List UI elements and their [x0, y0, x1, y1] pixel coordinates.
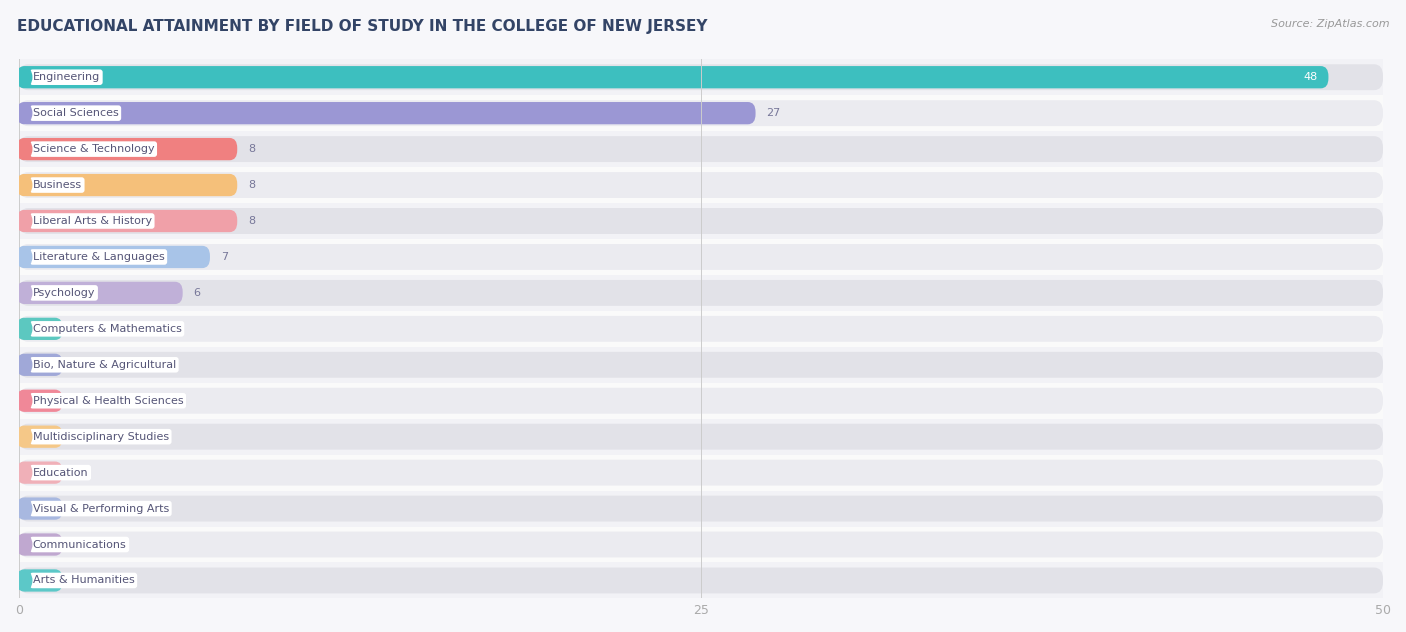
FancyBboxPatch shape — [20, 569, 63, 592]
Text: 0: 0 — [73, 468, 80, 478]
Bar — [20, 59, 1384, 95]
Bar — [20, 275, 1384, 311]
Text: Multidisciplinary Studies: Multidisciplinary Studies — [32, 432, 169, 442]
Text: 0: 0 — [73, 324, 80, 334]
Circle shape — [15, 67, 32, 88]
Text: 0: 0 — [73, 432, 80, 442]
Bar — [20, 95, 1384, 131]
Bar — [20, 454, 1384, 490]
FancyBboxPatch shape — [20, 495, 1384, 521]
FancyBboxPatch shape — [20, 136, 1384, 162]
FancyBboxPatch shape — [20, 138, 238, 161]
FancyBboxPatch shape — [20, 244, 1384, 270]
Text: 0: 0 — [73, 504, 80, 514]
Bar — [20, 347, 1384, 383]
Text: Communications: Communications — [32, 540, 127, 549]
FancyBboxPatch shape — [20, 64, 1384, 90]
FancyBboxPatch shape — [20, 459, 1384, 485]
Circle shape — [15, 174, 32, 195]
Text: Source: ZipAtlas.com: Source: ZipAtlas.com — [1271, 19, 1389, 29]
FancyBboxPatch shape — [20, 388, 1384, 414]
Circle shape — [15, 283, 32, 303]
Text: Psychology: Psychology — [32, 288, 96, 298]
Text: 8: 8 — [247, 180, 256, 190]
Bar — [20, 311, 1384, 347]
Circle shape — [15, 355, 32, 375]
Text: 27: 27 — [766, 108, 780, 118]
Text: Business: Business — [32, 180, 82, 190]
FancyBboxPatch shape — [20, 568, 1384, 593]
Bar — [20, 562, 1384, 599]
Bar — [20, 526, 1384, 562]
FancyBboxPatch shape — [20, 172, 1384, 198]
FancyBboxPatch shape — [20, 208, 1384, 234]
Circle shape — [15, 319, 32, 339]
FancyBboxPatch shape — [20, 354, 63, 376]
Bar — [20, 419, 1384, 454]
Bar — [20, 239, 1384, 275]
Text: 0: 0 — [73, 540, 80, 549]
Text: 7: 7 — [221, 252, 228, 262]
Text: 0: 0 — [73, 360, 80, 370]
Text: Social Sciences: Social Sciences — [32, 108, 118, 118]
FancyBboxPatch shape — [20, 352, 1384, 378]
FancyBboxPatch shape — [20, 100, 1384, 126]
Text: EDUCATIONAL ATTAINMENT BY FIELD OF STUDY IN THE COLLEGE OF NEW JERSEY: EDUCATIONAL ATTAINMENT BY FIELD OF STUDY… — [17, 19, 707, 34]
Text: 48: 48 — [1303, 72, 1317, 82]
Text: Liberal Arts & History: Liberal Arts & History — [32, 216, 152, 226]
FancyBboxPatch shape — [20, 533, 63, 556]
Bar — [20, 203, 1384, 239]
Circle shape — [15, 391, 32, 411]
Circle shape — [15, 427, 32, 447]
Text: 8: 8 — [247, 216, 256, 226]
Circle shape — [15, 246, 32, 267]
Text: 8: 8 — [247, 144, 256, 154]
Text: Visual & Performing Arts: Visual & Performing Arts — [32, 504, 169, 514]
Text: 0: 0 — [73, 576, 80, 585]
Text: Arts & Humanities: Arts & Humanities — [32, 576, 135, 585]
Circle shape — [15, 462, 32, 483]
Text: Science & Technology: Science & Technology — [32, 144, 155, 154]
Text: Engineering: Engineering — [32, 72, 100, 82]
FancyBboxPatch shape — [20, 425, 63, 448]
FancyBboxPatch shape — [20, 210, 238, 232]
FancyBboxPatch shape — [20, 318, 63, 340]
FancyBboxPatch shape — [20, 280, 1384, 306]
FancyBboxPatch shape — [20, 497, 63, 520]
Text: Bio, Nature & Agricultural: Bio, Nature & Agricultural — [32, 360, 176, 370]
Circle shape — [15, 534, 32, 555]
FancyBboxPatch shape — [20, 461, 63, 483]
Text: Computers & Mathematics: Computers & Mathematics — [32, 324, 181, 334]
Bar — [20, 383, 1384, 419]
Circle shape — [15, 103, 32, 123]
FancyBboxPatch shape — [20, 423, 1384, 449]
FancyBboxPatch shape — [20, 66, 1329, 88]
Circle shape — [15, 210, 32, 231]
Circle shape — [15, 498, 32, 519]
Bar — [20, 131, 1384, 167]
FancyBboxPatch shape — [20, 174, 238, 196]
Circle shape — [15, 570, 32, 591]
FancyBboxPatch shape — [20, 389, 63, 412]
Text: Education: Education — [32, 468, 89, 478]
Text: Literature & Languages: Literature & Languages — [32, 252, 165, 262]
Text: 6: 6 — [194, 288, 201, 298]
FancyBboxPatch shape — [20, 532, 1384, 557]
FancyBboxPatch shape — [20, 282, 183, 304]
FancyBboxPatch shape — [20, 246, 209, 268]
Text: 0: 0 — [73, 396, 80, 406]
FancyBboxPatch shape — [20, 316, 1384, 342]
Circle shape — [15, 139, 32, 159]
FancyBboxPatch shape — [20, 102, 755, 125]
Bar — [20, 490, 1384, 526]
Text: Physical & Health Sciences: Physical & Health Sciences — [32, 396, 183, 406]
Bar — [20, 167, 1384, 203]
